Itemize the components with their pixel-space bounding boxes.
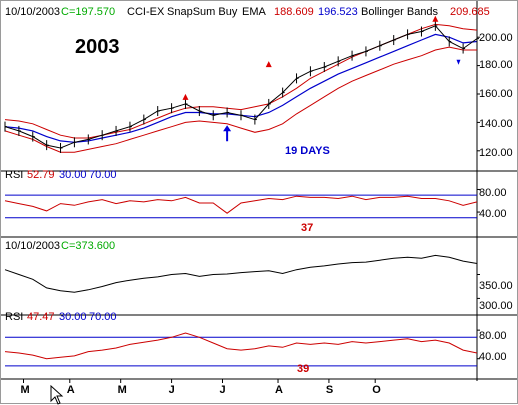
rsi-label: RSI (5, 169, 24, 181)
cci-ytick: 300.00 (479, 300, 513, 312)
price-date: 10/10/2003 (5, 6, 61, 18)
rsi-ytick: 40.00 (479, 208, 507, 220)
x-tick-label: J (219, 384, 226, 396)
rsi-line (4, 195, 478, 214)
price-line (4, 25, 478, 149)
buy-signal-marker (182, 93, 189, 100)
cci-line (4, 254, 478, 293)
x-tick-label: M (117, 384, 127, 396)
ema-label: EMA (242, 6, 266, 18)
rsi-ytick: 80.00 (479, 187, 507, 199)
bands-value: 209.685 (450, 6, 490, 18)
price-ytick: 200.00 (479, 32, 513, 44)
rsi2-line (4, 332, 478, 360)
up-arrow-head (223, 125, 232, 132)
cci-ytick: 350.00 (479, 280, 513, 292)
cci-ex-label: CCI-EX (127, 6, 165, 18)
ema-value-2: 196.523 (318, 6, 358, 18)
x-tick-label: A (66, 384, 75, 396)
x-tick-label: A (275, 384, 283, 396)
days-annotation: 19 DAYS (285, 145, 330, 157)
down-arrow-marker (456, 59, 461, 65)
x-tick-label: O (372, 384, 381, 396)
cci-date: 10/10/2003 (5, 240, 61, 252)
lower-band-line (4, 46, 477, 153)
mouse-cursor-icon (50, 385, 64, 405)
rsi2-param-low: 30.00 (59, 311, 87, 323)
price-ytick: 160.00 (479, 88, 513, 100)
buy-signal-marker (265, 61, 272, 68)
rsi-value: 52.79 (27, 169, 55, 181)
cci-close: C=373.600 (61, 240, 116, 252)
ema-value-1: 188.609 (274, 6, 314, 18)
rsi2-ytick: 40.00 (479, 351, 507, 363)
buy-signal-marker (432, 15, 439, 22)
rsi2-label: RSI (5, 311, 24, 323)
price-ytick: 180.00 (479, 59, 513, 71)
x-tick-label: J (168, 384, 175, 396)
x-tick-label: M (20, 384, 30, 396)
year-label: 2003 (75, 36, 120, 58)
rsi-param-high: 70.00 (89, 169, 117, 181)
price-close: C=197.570 (61, 6, 116, 18)
rsi2-param-high: 70.00 (89, 311, 117, 323)
rsi2-value: 47.47 (27, 311, 55, 323)
snapsum-label: SnapSum Buy (167, 6, 238, 18)
x-tick-label: S (325, 384, 334, 396)
rsi2-annotation: 39 (297, 363, 310, 375)
price-ytick: 120.00 (479, 147, 513, 159)
bands-label: Bollinger Bands (361, 6, 439, 18)
price-ytick: 140.00 (479, 118, 513, 130)
rsi-param-low: 30.00 (59, 169, 87, 181)
rsi-annotation: 37 (301, 222, 314, 234)
rsi2-ytick: 80.00 (479, 330, 507, 342)
